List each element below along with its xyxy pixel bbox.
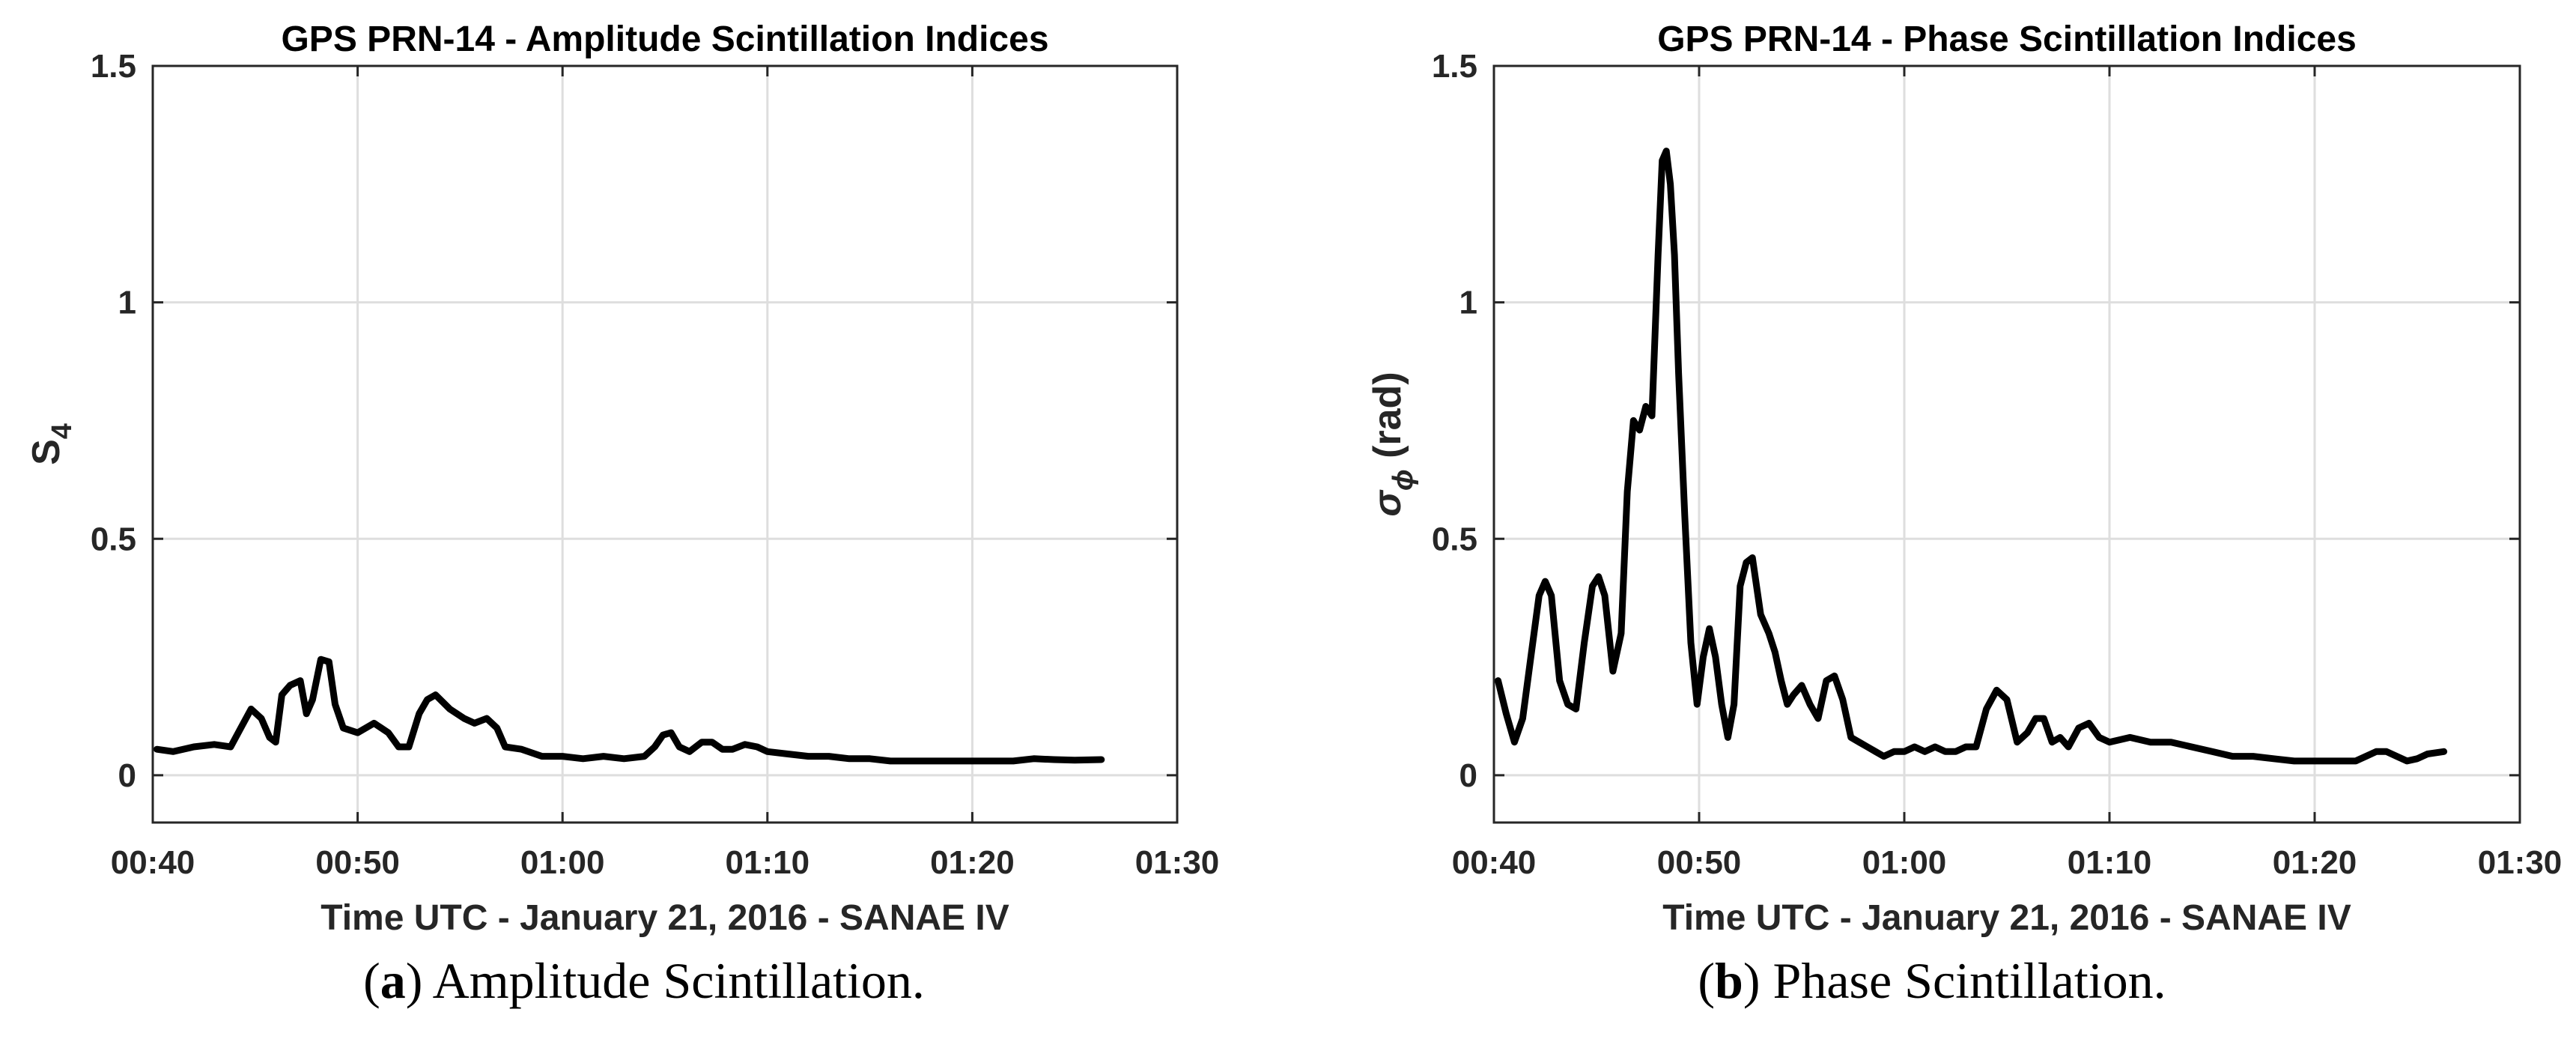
- y-tick-label: 0.5: [1432, 521, 1477, 557]
- x-tick-label: 01:30: [1135, 844, 1220, 881]
- x-tick-label: 01:30: [2478, 844, 2563, 881]
- x-tick-label: 01:20: [930, 844, 1015, 881]
- y-axis-label: S4: [25, 423, 78, 465]
- x-tick-label: 01:20: [2273, 844, 2357, 881]
- y-tick-label: 1.5: [1432, 48, 1477, 85]
- axes-box: [151, 64, 1179, 824]
- x-tick-label: 00:40: [111, 844, 195, 881]
- y-tick-label: 1: [1459, 285, 1477, 321]
- y-tick-label: 1: [118, 285, 136, 321]
- x-tick-label: 00:50: [315, 844, 400, 881]
- x-tick-label: 01:10: [726, 844, 810, 881]
- chart-title: GPS PRN-14 - Phase Scintillation Indices: [1657, 19, 2357, 59]
- x-axis-label: Time UTC - January 21, 2016 - SANAE IV: [1662, 898, 2351, 938]
- y-axis-label-main: S: [25, 439, 68, 465]
- axes-box: [1492, 64, 2521, 824]
- y-tick-label: 0: [1459, 757, 1477, 794]
- chart-title: GPS PRN-14 - Amplitude Scintillation Ind…: [281, 19, 1048, 59]
- y-axis-label-subscript: ϕ: [1388, 469, 1419, 491]
- x-tick-label: 01:10: [2068, 844, 2152, 881]
- x-axis-label: Time UTC - January 21, 2016 - SANAE IV: [321, 898, 1009, 938]
- x-tick-label: 01:00: [520, 844, 605, 881]
- chart-amplitude: 00:40 00:50 01:00 01:10 01:20 01:30 0 0.5 1 1.5 GP…: [25, 19, 1219, 938]
- x-tick-label: 00:50: [1657, 844, 1742, 881]
- caption-b: (b) Phase Scintillation.: [1698, 952, 2166, 1009]
- y-axis-label-main: σ: [1366, 489, 1409, 517]
- y-axis-label: σϕ (rad): [1366, 372, 1419, 516]
- x-tick-label: 01:00: [1862, 844, 1947, 881]
- series-line-S4: [154, 655, 1105, 765]
- series-line-sigma_phi: [1495, 148, 2448, 765]
- y-tick-label: 0: [118, 757, 136, 794]
- y-axis-label-subscript: 4: [46, 423, 78, 439]
- y-tick-label: 0.5: [91, 521, 136, 557]
- y-tick-label: 1.5: [91, 48, 136, 85]
- chart-phase: 00:40 00:50 01:00 01:10 01:20 01:30 0 0.5 1 1.5 GP…: [1366, 19, 2562, 938]
- x-tick-label: 00:40: [1452, 844, 1537, 881]
- caption-a: (a) Amplitude Scintillation.: [363, 952, 925, 1009]
- y-axis-label-unit: (rad): [1366, 372, 1409, 469]
